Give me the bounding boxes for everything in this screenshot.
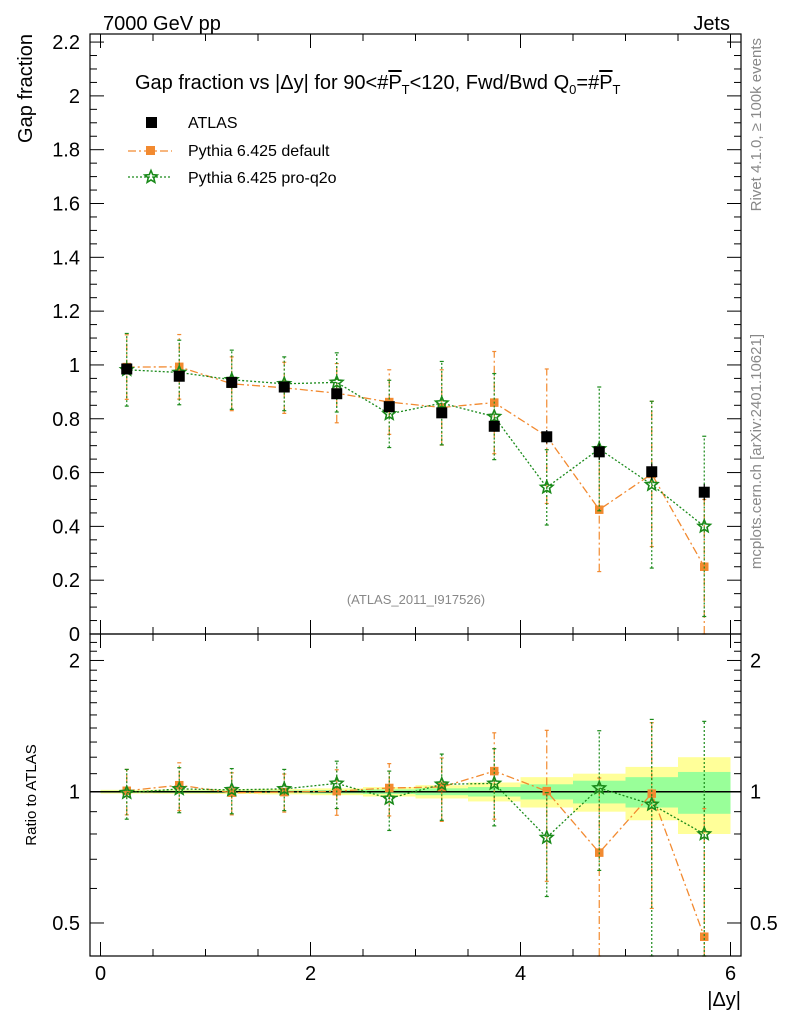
- ratio-point: [223, 781, 240, 797]
- ratio-series-1: [118, 718, 713, 957]
- ratio-point: [591, 779, 608, 795]
- main-point: [696, 517, 713, 534]
- ratio-bands: [90, 757, 741, 834]
- main-point: [433, 394, 450, 411]
- main-point: [541, 431, 553, 443]
- ratio-xtick-label: 0: [95, 963, 106, 985]
- main-point: [328, 373, 345, 390]
- header-right: Jets: [693, 13, 730, 35]
- main-ytick-label: 1.2: [52, 301, 80, 323]
- analysis-annotation: (ATLAS_2011_I917526): [347, 592, 485, 607]
- legend-star-glyph: [142, 168, 160, 184]
- legend-atlas-marker: [146, 117, 157, 128]
- ratio-ytick-label: 1: [69, 782, 80, 804]
- mcplots-text: mcplots.cern.ch [arXiv:2401.10621]: [748, 334, 765, 569]
- main-point: [646, 466, 658, 478]
- ratio-point: [643, 795, 660, 812]
- main-ytick-label: 1.4: [52, 247, 80, 269]
- ratio-point: [486, 774, 503, 791]
- ratio-point: [171, 780, 188, 796]
- ratio-series-line: [126, 770, 705, 937]
- main-point: [331, 388, 343, 400]
- legend-proq2o-marker: [142, 168, 160, 184]
- legend-default-label: Pythia 6.425 default: [188, 143, 330, 160]
- ratio-ylabel: Ratio to ATLAS: [23, 744, 40, 845]
- legend: ATLAS Pythia 6.425 default Pythia 6.425 …: [128, 115, 337, 187]
- main-point: [538, 478, 555, 495]
- main-ytick-label: 0.2: [52, 570, 80, 592]
- legend-atlas-label: ATLAS: [188, 115, 238, 132]
- xlabel: |Δy|: [707, 989, 741, 1011]
- legend-default-marker: [146, 146, 155, 155]
- main-series-line: [126, 366, 705, 568]
- main-ytick-label: 0.6: [52, 463, 80, 485]
- main-ylabel: Gap fraction: [15, 34, 37, 143]
- main-point: [698, 486, 710, 498]
- main-series-0: [121, 363, 710, 501]
- ratio-point: [700, 932, 709, 941]
- main-point: [486, 408, 503, 424]
- main-ticks: 0 0.2 0.4 0.6 0.8 1 1.2 1.4 1.6 1.8 2 2.2: [52, 32, 741, 646]
- ratio-series-line: [126, 782, 705, 839]
- ratio-ticks: 0.5 0.5 1 1 2 2 0 2 4 6: [52, 634, 778, 985]
- main-point: [278, 381, 290, 393]
- ratio-point: [490, 766, 499, 776]
- ratio-series-0: [122, 722, 709, 957]
- main-ytick-label: 2: [69, 86, 80, 108]
- main-point: [383, 401, 395, 413]
- ratio-point: [385, 783, 394, 793]
- ratio-point: [433, 775, 450, 792]
- ratio-point: [538, 828, 555, 845]
- ratio-point: [118, 784, 135, 800]
- ratio-point: [647, 789, 656, 798]
- ratio-xtick-label: 4: [515, 963, 526, 985]
- main-ytick-label: 1.6: [52, 194, 80, 216]
- main-point: [488, 420, 500, 432]
- ratio-xtick-label: 6: [725, 963, 736, 985]
- main-point: [436, 407, 448, 419]
- main-ytick-label: 0.4: [52, 516, 80, 538]
- ratio-ytick-label-right: 2: [750, 650, 761, 672]
- rivet-version-text: Rivet 4.1.0, ≥ 100k events: [748, 38, 765, 211]
- ratio-ytick-label-right: 0.5: [750, 913, 778, 935]
- main-point: [226, 376, 238, 388]
- main-point: [121, 363, 133, 375]
- ratio-frame: [89, 633, 742, 957]
- ratio-series: [118, 718, 713, 957]
- main-point: [593, 446, 605, 458]
- main-title: Gap fraction vs |Δy| for 90<#PT<120, Fwd…: [135, 72, 621, 97]
- ratio-ytick-label: 2: [69, 650, 80, 672]
- ratio-point: [175, 780, 184, 790]
- main-series-1: [122, 333, 709, 635]
- ratio-ytick-label: 0.5: [52, 913, 80, 935]
- main-ytick-label: 2.2: [52, 32, 80, 54]
- ratio-panel: 0.5 0.5 1 1 2 2 0 2 4 6: [52, 633, 778, 985]
- main-series-line: [126, 369, 705, 527]
- ratio-ytick-label-right: 1: [750, 782, 761, 804]
- ratio-point: [276, 780, 293, 796]
- main-series: [118, 332, 713, 635]
- main-ytick-label: 1: [69, 355, 80, 377]
- main-ytick-label: 1.8: [52, 140, 80, 162]
- main-panel: 0 0.2 0.4 0.6 0.8 1 1.2 1.4 1.6 1.8 2 2.2 Gap fract…: [52, 32, 742, 646]
- ratio-point: [542, 786, 551, 796]
- ratio-point: [381, 789, 398, 806]
- main-point: [643, 476, 660, 492]
- ratio-xtick-label: 2: [305, 963, 316, 985]
- main-ytick-label: 0.8: [52, 409, 80, 431]
- ratio-point: [696, 825, 713, 841]
- header-left: 7000 GeV pp: [103, 13, 221, 35]
- main-ytick-label: 0: [69, 624, 80, 646]
- ratio-point: [328, 774, 345, 791]
- main-point: [173, 370, 185, 382]
- legend-proq2o-label: Pythia 6.425 pro-q2o: [188, 170, 337, 187]
